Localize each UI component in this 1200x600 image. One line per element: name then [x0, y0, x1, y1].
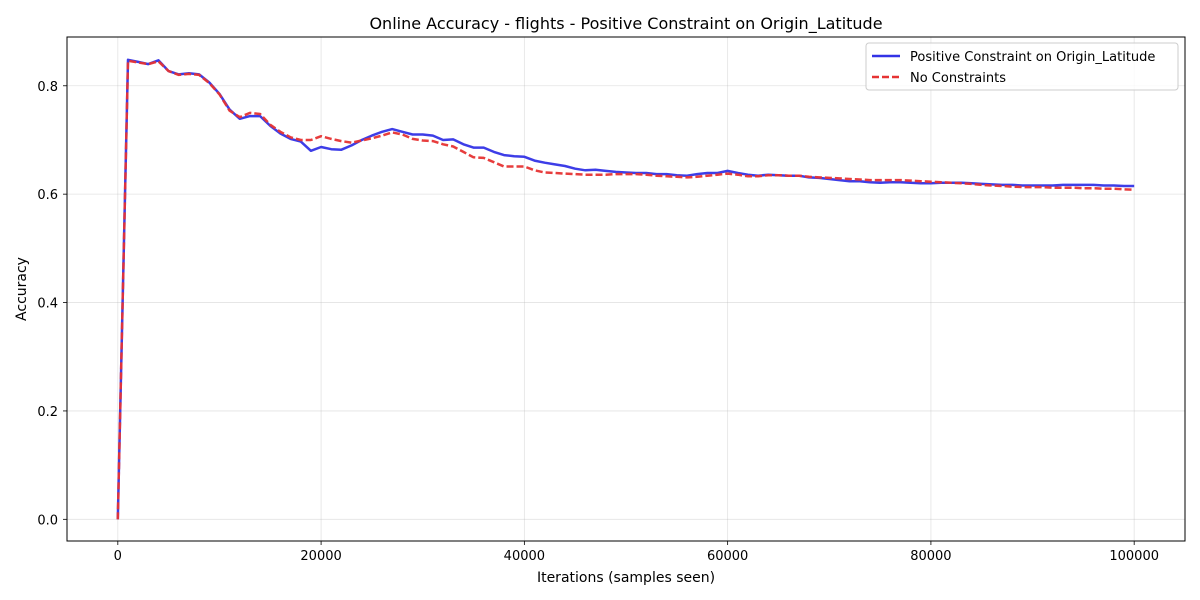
x-tick-label: 80000	[910, 549, 951, 564]
y-tick-label: 0.0	[37, 513, 58, 528]
x-tick-label: 20000	[300, 549, 341, 564]
y-tick-label: 0.8	[37, 80, 58, 95]
chart-title: Online Accuracy - flights - Positive Con…	[369, 14, 882, 34]
legend-label-no-constraints: No Constraints	[910, 71, 1006, 86]
y-axis-label: Accuracy	[14, 257, 30, 321]
x-axis-label: Iterations (samples seen)	[537, 570, 715, 586]
x-tick-label: 60000	[707, 549, 748, 564]
x-tick-label: 0	[114, 549, 122, 564]
plot-frame	[66, 36, 1186, 542]
y-axis-ticks: 0.0 0.2 0.4 0.6 0.8	[37, 80, 67, 528]
legend: Positive Constraint on Origin_Latitude N…	[865, 42, 1179, 91]
x-tick-label: 100000	[1109, 549, 1159, 564]
y-tick-label: 0.6	[37, 188, 58, 203]
series-layer	[116, 58, 1135, 520]
y-tick-label: 0.4	[37, 297, 58, 312]
legend-box	[865, 42, 1179, 91]
y-tick-label: 0.2	[37, 405, 58, 420]
legend-label-positive-constraint: Positive Constraint on Origin_Latitude	[910, 50, 1155, 65]
x-tick-label: 40000	[504, 549, 545, 564]
x-axis-ticks: 0 20000 40000 60000 80000 100000	[114, 541, 1159, 564]
series-line-no-constraints	[116, 59, 1135, 520]
